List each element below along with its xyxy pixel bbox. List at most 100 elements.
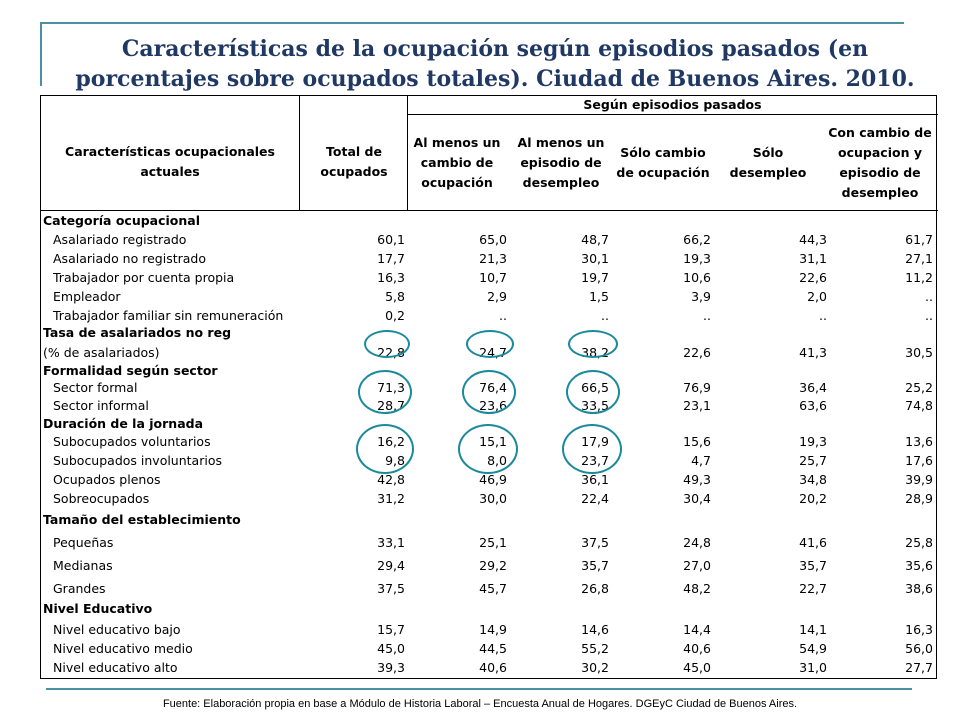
table-cell: 21,3: [479, 251, 507, 266]
table-cell: ..: [499, 308, 507, 323]
section-header-row: Formalidad según sector: [41, 361, 938, 380]
table-cell: 30,5: [905, 345, 933, 360]
table-cell: 44,3: [799, 232, 827, 247]
header-cambio-ocupacion: Al menos un cambio de ocupación: [413, 135, 501, 190]
table-cell: 30,2: [581, 660, 609, 675]
section-header-row: Tamaño del establecimiento: [41, 510, 938, 529]
table-cell: 41,6: [799, 535, 827, 550]
table-cell: 38,6: [905, 581, 933, 596]
table-cell: 31,1: [799, 251, 827, 266]
table-cell: 66,2: [683, 232, 711, 247]
table-cell: ..: [819, 308, 827, 323]
table-cell: 35,6: [905, 558, 933, 573]
table-cell: 17,6: [905, 453, 933, 468]
table-cell: 22,7: [799, 581, 827, 596]
table-cell: 5,8: [385, 289, 405, 304]
row-label: Empleador: [53, 289, 121, 304]
table-row: Nivel educativo bajo 15,7 14,9 14,6 14,4 14,1…: [41, 620, 938, 639]
table-cell: ..: [601, 308, 609, 323]
table-cell: 15,7: [377, 622, 405, 637]
table-cell: 76,9: [683, 380, 711, 395]
table-cell: 14,1: [799, 622, 827, 637]
table-cell: 44,5: [479, 641, 507, 656]
table-cell: 37,5: [377, 581, 405, 596]
table-cell: 29,2: [479, 558, 507, 573]
table-cell: 74,8: [905, 398, 933, 413]
row-label: Nivel educativo bajo: [53, 622, 181, 637]
highlight-circle: [458, 424, 518, 474]
table-cell: 35,7: [581, 558, 609, 573]
row-label: Trabajador por cuenta propia: [53, 270, 235, 285]
row-label: Tamaño del establecimiento: [43, 512, 241, 527]
table-cell: 27,1: [905, 251, 933, 266]
table-cell: 28,9: [905, 491, 933, 506]
row-label: Grandes: [53, 581, 106, 596]
table-cell: 16,3: [905, 622, 933, 637]
section-header-row: Categoría ocupacional: [41, 211, 938, 230]
table-cell: 30,0: [479, 491, 507, 506]
table-cell: 31,2: [377, 491, 405, 506]
data-table: Características ocupacionales actuales T…: [40, 95, 938, 679]
table-cell: 61,7: [905, 232, 933, 247]
table-cell: 25,7: [799, 453, 827, 468]
table-row: Pequeñas 33,1 25,1 37,5 24,8 41,6 25,8: [41, 533, 938, 552]
table-cell: 11,2: [905, 270, 933, 285]
highlight-circle: [566, 370, 620, 414]
header-caracteristicas: Características ocupacionales actuales: [65, 144, 275, 179]
table-cell: 22,6: [683, 345, 711, 360]
table-cell: 41,3: [799, 345, 827, 360]
table-cell: 54,9: [799, 641, 827, 656]
row-label: (% de asalariados): [43, 345, 160, 360]
table-row: Trabajador familiar sin remuneración 0,2.…: [41, 306, 938, 325]
table-cell: 19,3: [799, 434, 827, 449]
row-label: Sector formal: [53, 380, 138, 395]
table-cell: 27,0: [683, 558, 711, 573]
title-frame-top-rule: [40, 22, 904, 24]
table-row: Sobreocupados 31,2 30,0 22,4 30,4 20,2 28,9: [41, 489, 938, 508]
header-divider: [407, 114, 938, 115]
highlight-circle: [562, 424, 622, 474]
row-label: Ocupados plenos: [53, 472, 161, 487]
table-cell: 40,6: [479, 660, 507, 675]
table-cell: 0,2: [385, 308, 405, 323]
table-cell: 56,0: [905, 641, 933, 656]
row-label: Nivel Educativo: [43, 601, 153, 616]
row-label: Sobreocupados: [53, 491, 150, 506]
table-cell: 40,6: [683, 641, 711, 656]
table-cell: 36,4: [799, 380, 827, 395]
table-cell: 10,7: [479, 270, 507, 285]
table-cell: 46,9: [479, 472, 507, 487]
table-cell: 22,4: [581, 491, 609, 506]
table-row: Trabajador por cuenta propia 16,3 10,7 19,7…: [41, 268, 938, 287]
row-label: Nivel educativo alto: [53, 660, 178, 675]
table-cell: 24,8: [683, 535, 711, 550]
table-row: Medianas 29,4 29,2 35,7 27,0 35,7 35,6: [41, 556, 938, 575]
footer-rule: [46, 688, 912, 690]
row-label: Tasa de asalariados no reg: [43, 325, 232, 340]
highlight-circle: [356, 424, 414, 474]
table-cell: 36,1: [581, 472, 609, 487]
table-row: Asalariado no registrado 17,7 21,3 30,1 19,3…: [41, 249, 938, 268]
highlight-circle: [462, 370, 516, 414]
section-header-row: Duración de la jornada: [41, 414, 938, 433]
table-cell: 4,7: [691, 453, 711, 468]
table-row: Empleador 5,8 2,9 1,5 3,9 2,0..: [41, 287, 938, 306]
row-label: Categoría ocupacional: [43, 213, 201, 228]
table-cell: 30,1: [581, 251, 609, 266]
table-cell: ..: [925, 308, 933, 323]
table-cell: 55,2: [581, 641, 609, 656]
row-label: Asalariado no registrado: [53, 251, 206, 266]
table-cell: 27,7: [905, 660, 933, 675]
table-cell: 39,3: [377, 660, 405, 675]
highlight-circle: [466, 330, 514, 358]
highlight-circle: [364, 330, 410, 358]
source-note: Fuente: Elaboración propia en base a Mód…: [162, 698, 798, 710]
table-cell: 19,7: [581, 270, 609, 285]
table-cell: 30,4: [683, 491, 711, 506]
highlight-circle: [358, 370, 412, 414]
row-label: Trabajador familiar sin remuneración: [53, 308, 284, 323]
table-cell: 34,8: [799, 472, 827, 487]
table-cell: 25,8: [905, 535, 933, 550]
row-label: Nivel educativo medio: [53, 641, 193, 656]
table-cell: 15,6: [683, 434, 711, 449]
